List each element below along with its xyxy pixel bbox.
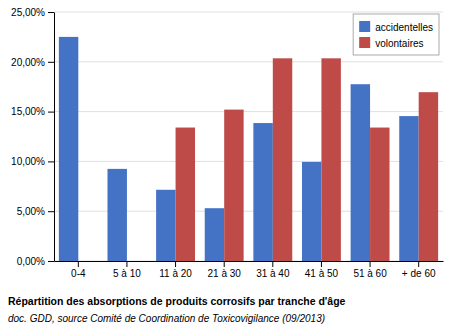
bar	[127, 261, 146, 262]
x-tick: 51 à 60	[353, 261, 387, 279]
x-tick: + de 60	[402, 261, 436, 279]
bar	[205, 208, 224, 261]
x-tick-label: 11 à 20	[159, 268, 192, 279]
bar-series	[59, 37, 419, 261]
legend-box	[353, 14, 439, 55]
x-tick: 5 à 10	[113, 261, 141, 279]
y-tick-label: 15,00%	[11, 106, 45, 117]
plot: 0,00% 5,00% 10,00% 15,00% 20,00% 25,00% 0-4 5 à…	[11, 7, 443, 279]
y-axis-line	[54, 13, 55, 262]
y-tick-mark	[48, 112, 54, 113]
x-tick: 11 à 20	[159, 261, 192, 279]
y-tick: 20,00%	[11, 57, 54, 68]
y-tick-label: 5,00%	[17, 206, 45, 217]
x-tick: 31 à 40	[256, 261, 290, 279]
x-tick-mark	[126, 261, 127, 267]
y-tick-label: 0,00%	[17, 256, 45, 267]
bar	[107, 169, 126, 261]
y-tick-mark	[48, 211, 54, 212]
y-tick-label: 25,00%	[11, 7, 45, 18]
legend: accidentelles volontaires	[353, 14, 439, 55]
legend-label: accidentelles	[375, 22, 433, 33]
y-tick-label: 10,00%	[11, 156, 45, 167]
x-tick-mark	[224, 261, 225, 267]
x-axis-line	[55, 261, 444, 262]
bar	[399, 116, 418, 261]
x-tick-label: 51 à 60	[353, 268, 387, 279]
title: Répartition des absorptions de produits …	[8, 295, 346, 307]
legend-swatch	[359, 37, 370, 48]
x-tick-mark	[321, 261, 322, 267]
chart: 0,00% 5,00% 10,00% 15,00% 20,00% 25,00% 0-4 5 à…	[0, 0, 455, 333]
y-tick-mark	[48, 62, 54, 63]
x-tick-label: 31 à 40	[256, 268, 290, 279]
bar-series	[176, 58, 439, 261]
y-tick-mark	[48, 12, 54, 13]
legend-item: accidentelles	[359, 21, 433, 33]
bar	[419, 92, 438, 261]
subtitle: doc. GDD, source Comité de Coordination …	[8, 313, 325, 324]
bar	[156, 190, 175, 261]
grid-line	[54, 61, 443, 62]
grid-line	[54, 12, 443, 13]
x-tick-mark	[175, 261, 176, 267]
grid-line	[54, 111, 443, 112]
bar	[176, 128, 195, 261]
x-tick-label: 0-4	[71, 268, 86, 279]
bar	[78, 261, 97, 262]
x-tick-mark	[418, 261, 419, 267]
x-tick-label: 41 à 50	[305, 268, 339, 279]
grid	[54, 12, 443, 261]
x-tick: 41 à 50	[305, 261, 339, 279]
x-tick-mark	[272, 261, 273, 267]
x-tick-mark	[370, 261, 371, 267]
x-tick: 0-4	[71, 261, 86, 279]
legend-label: volontaires	[375, 38, 423, 49]
y-tick: 25,00%	[11, 7, 54, 18]
x-tick: 21 à 30	[208, 261, 242, 279]
y-tick-mark	[48, 161, 54, 162]
x-tick-mark	[78, 261, 79, 267]
y-tick-label: 20,00%	[11, 57, 45, 68]
x-tick-label: 21 à 30	[208, 268, 242, 279]
y-tick: 0,00%	[17, 256, 54, 267]
bar	[273, 58, 292, 261]
x-tick-label: 5 à 10	[113, 268, 141, 279]
legend-item: volontaires	[359, 37, 423, 49]
legend-swatch	[359, 21, 370, 32]
bars	[59, 37, 438, 261]
bar	[321, 58, 340, 261]
y-tick: 15,00%	[11, 106, 54, 117]
y-tick: 5,00%	[17, 206, 54, 217]
y-tick: 10,00%	[11, 156, 54, 167]
y-tick-mark	[48, 261, 54, 262]
bar	[302, 162, 321, 261]
bar	[253, 123, 272, 261]
bar	[59, 37, 78, 261]
bar	[224, 110, 243, 261]
bar	[351, 84, 370, 261]
x-tick-label: + de 60	[402, 268, 436, 279]
y-axis: 0,00% 5,00% 10,00% 15,00% 20,00% 25,00%	[11, 7, 54, 267]
x-axis: 0-4 5 à 10 11 à 20 21 à 30 31 à 40 41 à 50 51 …	[55, 261, 444, 279]
bar	[370, 128, 389, 261]
